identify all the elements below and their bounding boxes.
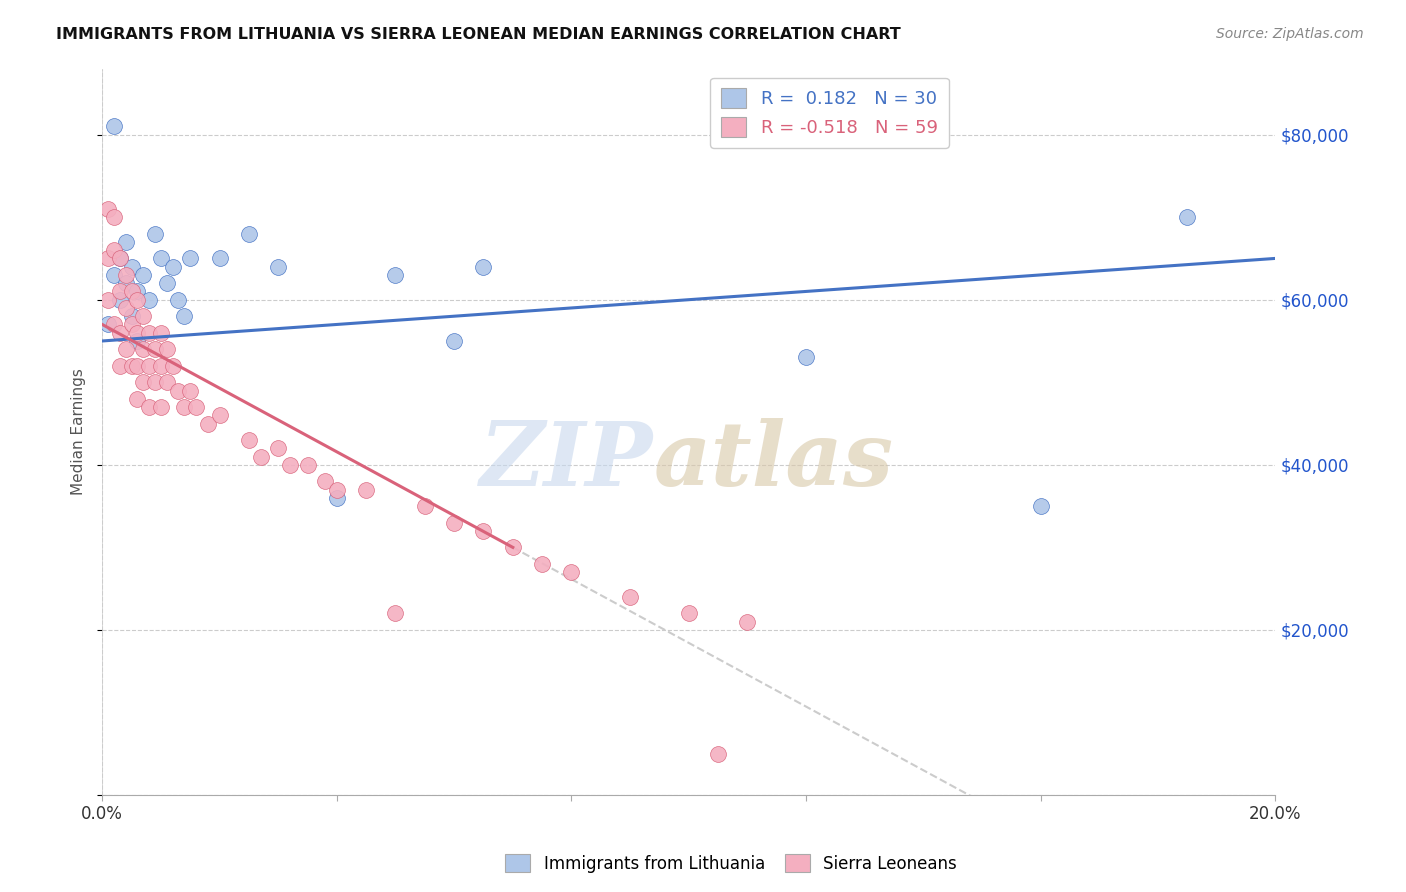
Point	[326, 491, 349, 505]
Point	[238, 433, 260, 447]
Point	[1175, 210, 1198, 224]
Point	[156, 343, 179, 357]
Point	[138, 293, 160, 307]
Point	[108, 326, 131, 340]
Point	[138, 359, 160, 373]
Point	[149, 400, 172, 414]
Point	[502, 541, 524, 555]
Point	[121, 260, 143, 274]
Point	[472, 260, 495, 274]
Point	[267, 442, 290, 456]
Point	[443, 334, 465, 348]
Legend: Immigrants from Lithuania, Sierra Leoneans: Immigrants from Lithuania, Sierra Leonea…	[499, 847, 963, 880]
Point	[108, 285, 131, 299]
Point	[384, 268, 406, 282]
Point	[149, 359, 172, 373]
Point	[737, 615, 759, 629]
Point	[132, 309, 155, 323]
Point	[132, 376, 155, 390]
Point	[267, 260, 290, 274]
Point	[173, 400, 195, 414]
Point	[114, 268, 136, 282]
Point	[97, 252, 120, 266]
Point	[121, 285, 143, 299]
Point	[384, 607, 406, 621]
Point	[1029, 499, 1052, 513]
Point	[156, 376, 179, 390]
Point	[127, 334, 149, 348]
Point	[103, 318, 125, 332]
Point	[443, 516, 465, 530]
Point	[127, 392, 149, 406]
Point	[97, 202, 120, 216]
Point	[162, 260, 184, 274]
Point	[413, 499, 436, 513]
Point	[108, 359, 131, 373]
Point	[179, 384, 201, 398]
Point	[143, 376, 166, 390]
Text: ZIP: ZIP	[481, 417, 654, 504]
Point	[326, 483, 349, 497]
Text: Source: ZipAtlas.com: Source: ZipAtlas.com	[1216, 27, 1364, 41]
Point	[114, 301, 136, 315]
Text: IMMIGRANTS FROM LITHUANIA VS SIERRA LEONEAN MEDIAN EARNINGS CORRELATION CHART: IMMIGRANTS FROM LITHUANIA VS SIERRA LEON…	[56, 27, 901, 42]
Point	[531, 557, 554, 571]
Point	[197, 417, 219, 431]
Point	[108, 293, 131, 307]
Point	[114, 276, 136, 290]
Point	[184, 400, 207, 414]
Point	[97, 318, 120, 332]
Point	[138, 326, 160, 340]
Point	[173, 309, 195, 323]
Point	[208, 252, 231, 266]
Point	[143, 227, 166, 241]
Point	[560, 565, 582, 579]
Point	[794, 351, 817, 365]
Point	[103, 268, 125, 282]
Point	[103, 243, 125, 257]
Point	[121, 359, 143, 373]
Point	[314, 475, 336, 489]
Text: atlas: atlas	[654, 417, 894, 504]
Point	[114, 235, 136, 249]
Point	[278, 458, 301, 472]
Point	[103, 210, 125, 224]
Point	[156, 276, 179, 290]
Point	[138, 400, 160, 414]
Point	[132, 343, 155, 357]
Point	[297, 458, 319, 472]
Point	[238, 227, 260, 241]
Point	[707, 747, 730, 761]
Point	[127, 285, 149, 299]
Point	[127, 326, 149, 340]
Point	[127, 359, 149, 373]
Point	[132, 268, 155, 282]
Point	[619, 590, 641, 604]
Point	[108, 252, 131, 266]
Point	[143, 343, 166, 357]
Point	[167, 293, 190, 307]
Point	[354, 483, 377, 497]
Point	[127, 293, 149, 307]
Point	[149, 326, 172, 340]
Point	[249, 450, 271, 464]
Point	[678, 607, 700, 621]
Point	[97, 293, 120, 307]
Legend: R =  0.182   N = 30, R = -0.518   N = 59: R = 0.182 N = 30, R = -0.518 N = 59	[710, 78, 949, 148]
Point	[472, 524, 495, 538]
Point	[162, 359, 184, 373]
Point	[121, 318, 143, 332]
Point	[103, 120, 125, 134]
Point	[121, 309, 143, 323]
Point	[208, 409, 231, 423]
Y-axis label: Median Earnings: Median Earnings	[72, 368, 86, 495]
Point	[179, 252, 201, 266]
Point	[114, 343, 136, 357]
Point	[149, 252, 172, 266]
Point	[167, 384, 190, 398]
Point	[108, 252, 131, 266]
